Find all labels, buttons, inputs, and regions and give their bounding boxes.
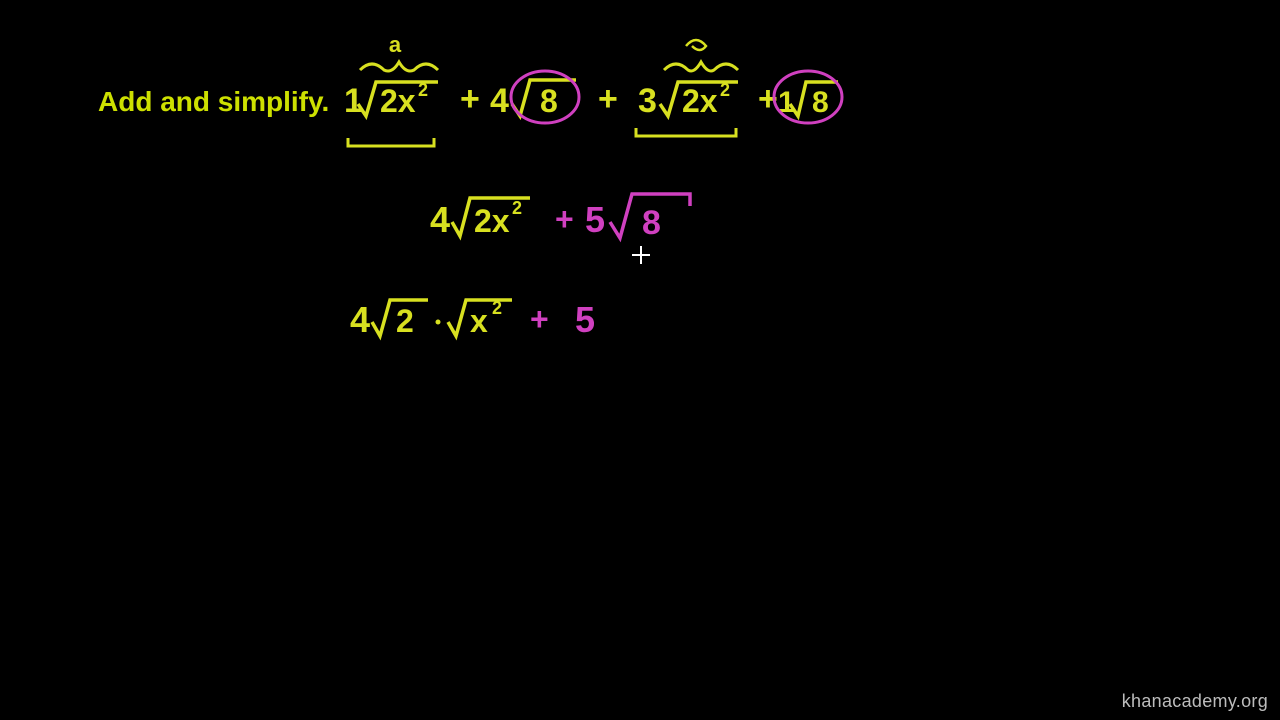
watermark-text: khanacademy.org (1122, 691, 1268, 712)
line3-term1-coef: 4 (350, 299, 370, 340)
line3-dot (436, 320, 441, 325)
line2-term1-coef: 4 (430, 199, 450, 240)
line2-term1-sup: 2 (512, 198, 522, 218)
line1-term4-radicand: 8 (812, 86, 829, 119)
line1-term1-radicand: 2x (380, 83, 416, 119)
line1-term1-sup: 2 (418, 80, 428, 100)
line2-term1-radicand: 2x (474, 203, 510, 239)
cursor-crosshair (632, 246, 650, 264)
line1-term2-radicand: 8 (540, 83, 558, 119)
line1-term3-sup: 2 (720, 80, 730, 100)
line2-term2-radicand: 8 (642, 204, 661, 242)
line1-term1-coef: 1 (344, 82, 363, 120)
line1-term2-coef: 4 (490, 82, 509, 120)
line3-five: 5 (575, 299, 595, 340)
curly-brace-a (360, 62, 438, 71)
line1-plus2: + (598, 80, 618, 118)
label-b-swirl (686, 40, 706, 50)
line2-plus: + (555, 201, 574, 237)
math-overlay: a 1 2x 2 + 4 8 + 3 2x 2 + 1 8 (0, 0, 1280, 720)
label-a: a (389, 32, 402, 57)
line3-term2-sup: 2 (492, 298, 502, 318)
blackboard-canvas: Add and simplify. a 1 2x 2 + 4 8 + 3 2x … (0, 0, 1280, 720)
curly-brace-b (664, 62, 738, 71)
line1-term3-radicand: 2x (682, 83, 718, 119)
line2-term2-coef: 5 (585, 199, 605, 240)
line1-term1-bracket (348, 138, 434, 146)
line1-term3-bracket (636, 128, 736, 136)
line3-term2-radicand: x (470, 303, 488, 339)
line1-term3-coef: 3 (638, 82, 657, 120)
line1-plus1: + (460, 80, 480, 118)
line3-term1-radicand: 2 (396, 303, 414, 339)
line3-plus: + (530, 301, 549, 337)
